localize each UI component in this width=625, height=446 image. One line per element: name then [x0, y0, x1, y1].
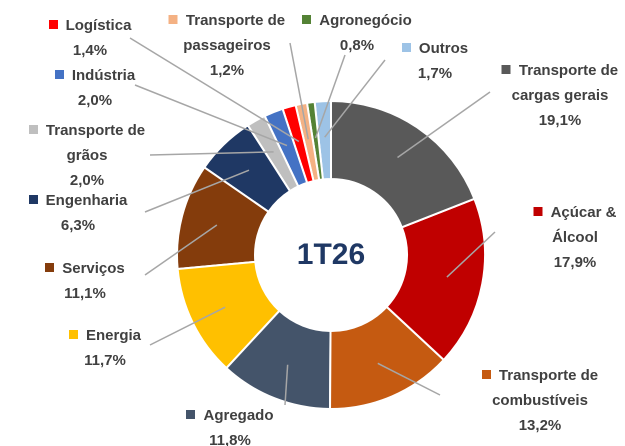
- category-label: Logística: [65, 17, 132, 34]
- leader-line: [446, 231, 496, 278]
- value-label: 17,9%: [553, 254, 597, 271]
- category-label: Energia: [85, 327, 142, 344]
- value-label: 11,8%: [209, 432, 251, 446]
- segment-label: Transporte de passageiros 1,2%: [165, 8, 290, 83]
- donut-segment: [176, 260, 281, 370]
- value-label: 1,4%: [72, 42, 108, 59]
- legend-swatch: [48, 20, 58, 29]
- donut-segment: [385, 197, 486, 362]
- segment-label: Logística 1,4%: [35, 13, 145, 63]
- leader-line: [144, 169, 250, 213]
- value-label: 1,7%: [417, 65, 453, 82]
- legend-swatch: [401, 43, 411, 52]
- value-label: 11,7%: [84, 352, 126, 369]
- legend-swatch: [168, 15, 178, 24]
- segment-label: Outros 1,7%: [390, 36, 480, 86]
- category-label: Engenharia: [45, 192, 128, 209]
- value-label: 19,1%: [538, 112, 582, 129]
- category-label: Agronegócio: [319, 12, 412, 29]
- donut-segment: [225, 309, 332, 411]
- category-label: Transporte de passageiros: [183, 12, 286, 54]
- legend-swatch: [68, 330, 78, 339]
- leader-line: [289, 42, 309, 140]
- category-label: Outros: [418, 40, 469, 57]
- segment-label: Transporte de cargas gerais 19,1%: [493, 58, 625, 133]
- legend-swatch: [28, 125, 38, 134]
- legend-swatch: [186, 410, 196, 419]
- legend-swatch: [501, 65, 511, 74]
- segment-label: Agregado 11,8%: [175, 403, 285, 446]
- value-label: 0,8%: [339, 37, 375, 54]
- segment-label: Açúcar & Álcool 17,9%: [528, 200, 623, 275]
- segment-label: Agronegócio 0,8%: [302, 8, 412, 58]
- donut-segment: [176, 166, 270, 271]
- value-label: 6,3%: [60, 217, 96, 234]
- category-label: Agregado: [203, 407, 274, 424]
- value-label: 1,2%: [209, 62, 245, 79]
- leader-line: [314, 54, 346, 139]
- category-label: Transporte de combustíveis: [492, 367, 599, 409]
- legend-swatch: [533, 207, 543, 216]
- value-label: 2,0%: [69, 172, 105, 189]
- category-label: Indústria: [71, 67, 136, 84]
- leader-line: [149, 151, 274, 156]
- category-label: Transporte de cargas gerais: [511, 62, 619, 104]
- leader-line: [324, 59, 386, 138]
- leader-line: [144, 224, 218, 276]
- segment-label: Transporte de combustíveis 13,2%: [470, 363, 610, 438]
- leader-line: [397, 91, 491, 159]
- segment-label: Indústria 2,0%: [40, 63, 150, 113]
- leader-line: [284, 364, 289, 406]
- legend-swatch: [54, 70, 64, 79]
- value-label: 13,2%: [518, 417, 562, 434]
- segment-label: Serviços 11,1%: [30, 256, 140, 306]
- category-label: Açúcar & Álcool: [550, 204, 617, 246]
- center-label: 1T26: [297, 238, 365, 271]
- value-label: 11,1%: [64, 285, 106, 302]
- legend-swatch: [302, 15, 312, 24]
- legend-swatch: [45, 263, 55, 272]
- leader-line: [377, 362, 441, 396]
- donut-segment: [330, 99, 476, 229]
- legend-swatch: [481, 370, 491, 379]
- category-label: Serviços: [62, 260, 125, 277]
- segment-label: Energia 11,7%: [50, 323, 160, 373]
- legend-swatch: [28, 195, 38, 204]
- leader-line: [149, 306, 226, 346]
- category-label: Transporte de grãos: [45, 122, 146, 164]
- leader-line: [129, 37, 300, 143]
- leader-line: [134, 84, 288, 147]
- segment-label: Engenharia 6,3%: [18, 188, 138, 238]
- value-label: 2,0%: [77, 92, 113, 109]
- segment-label: Transporte de grãos 2,0%: [22, 118, 152, 193]
